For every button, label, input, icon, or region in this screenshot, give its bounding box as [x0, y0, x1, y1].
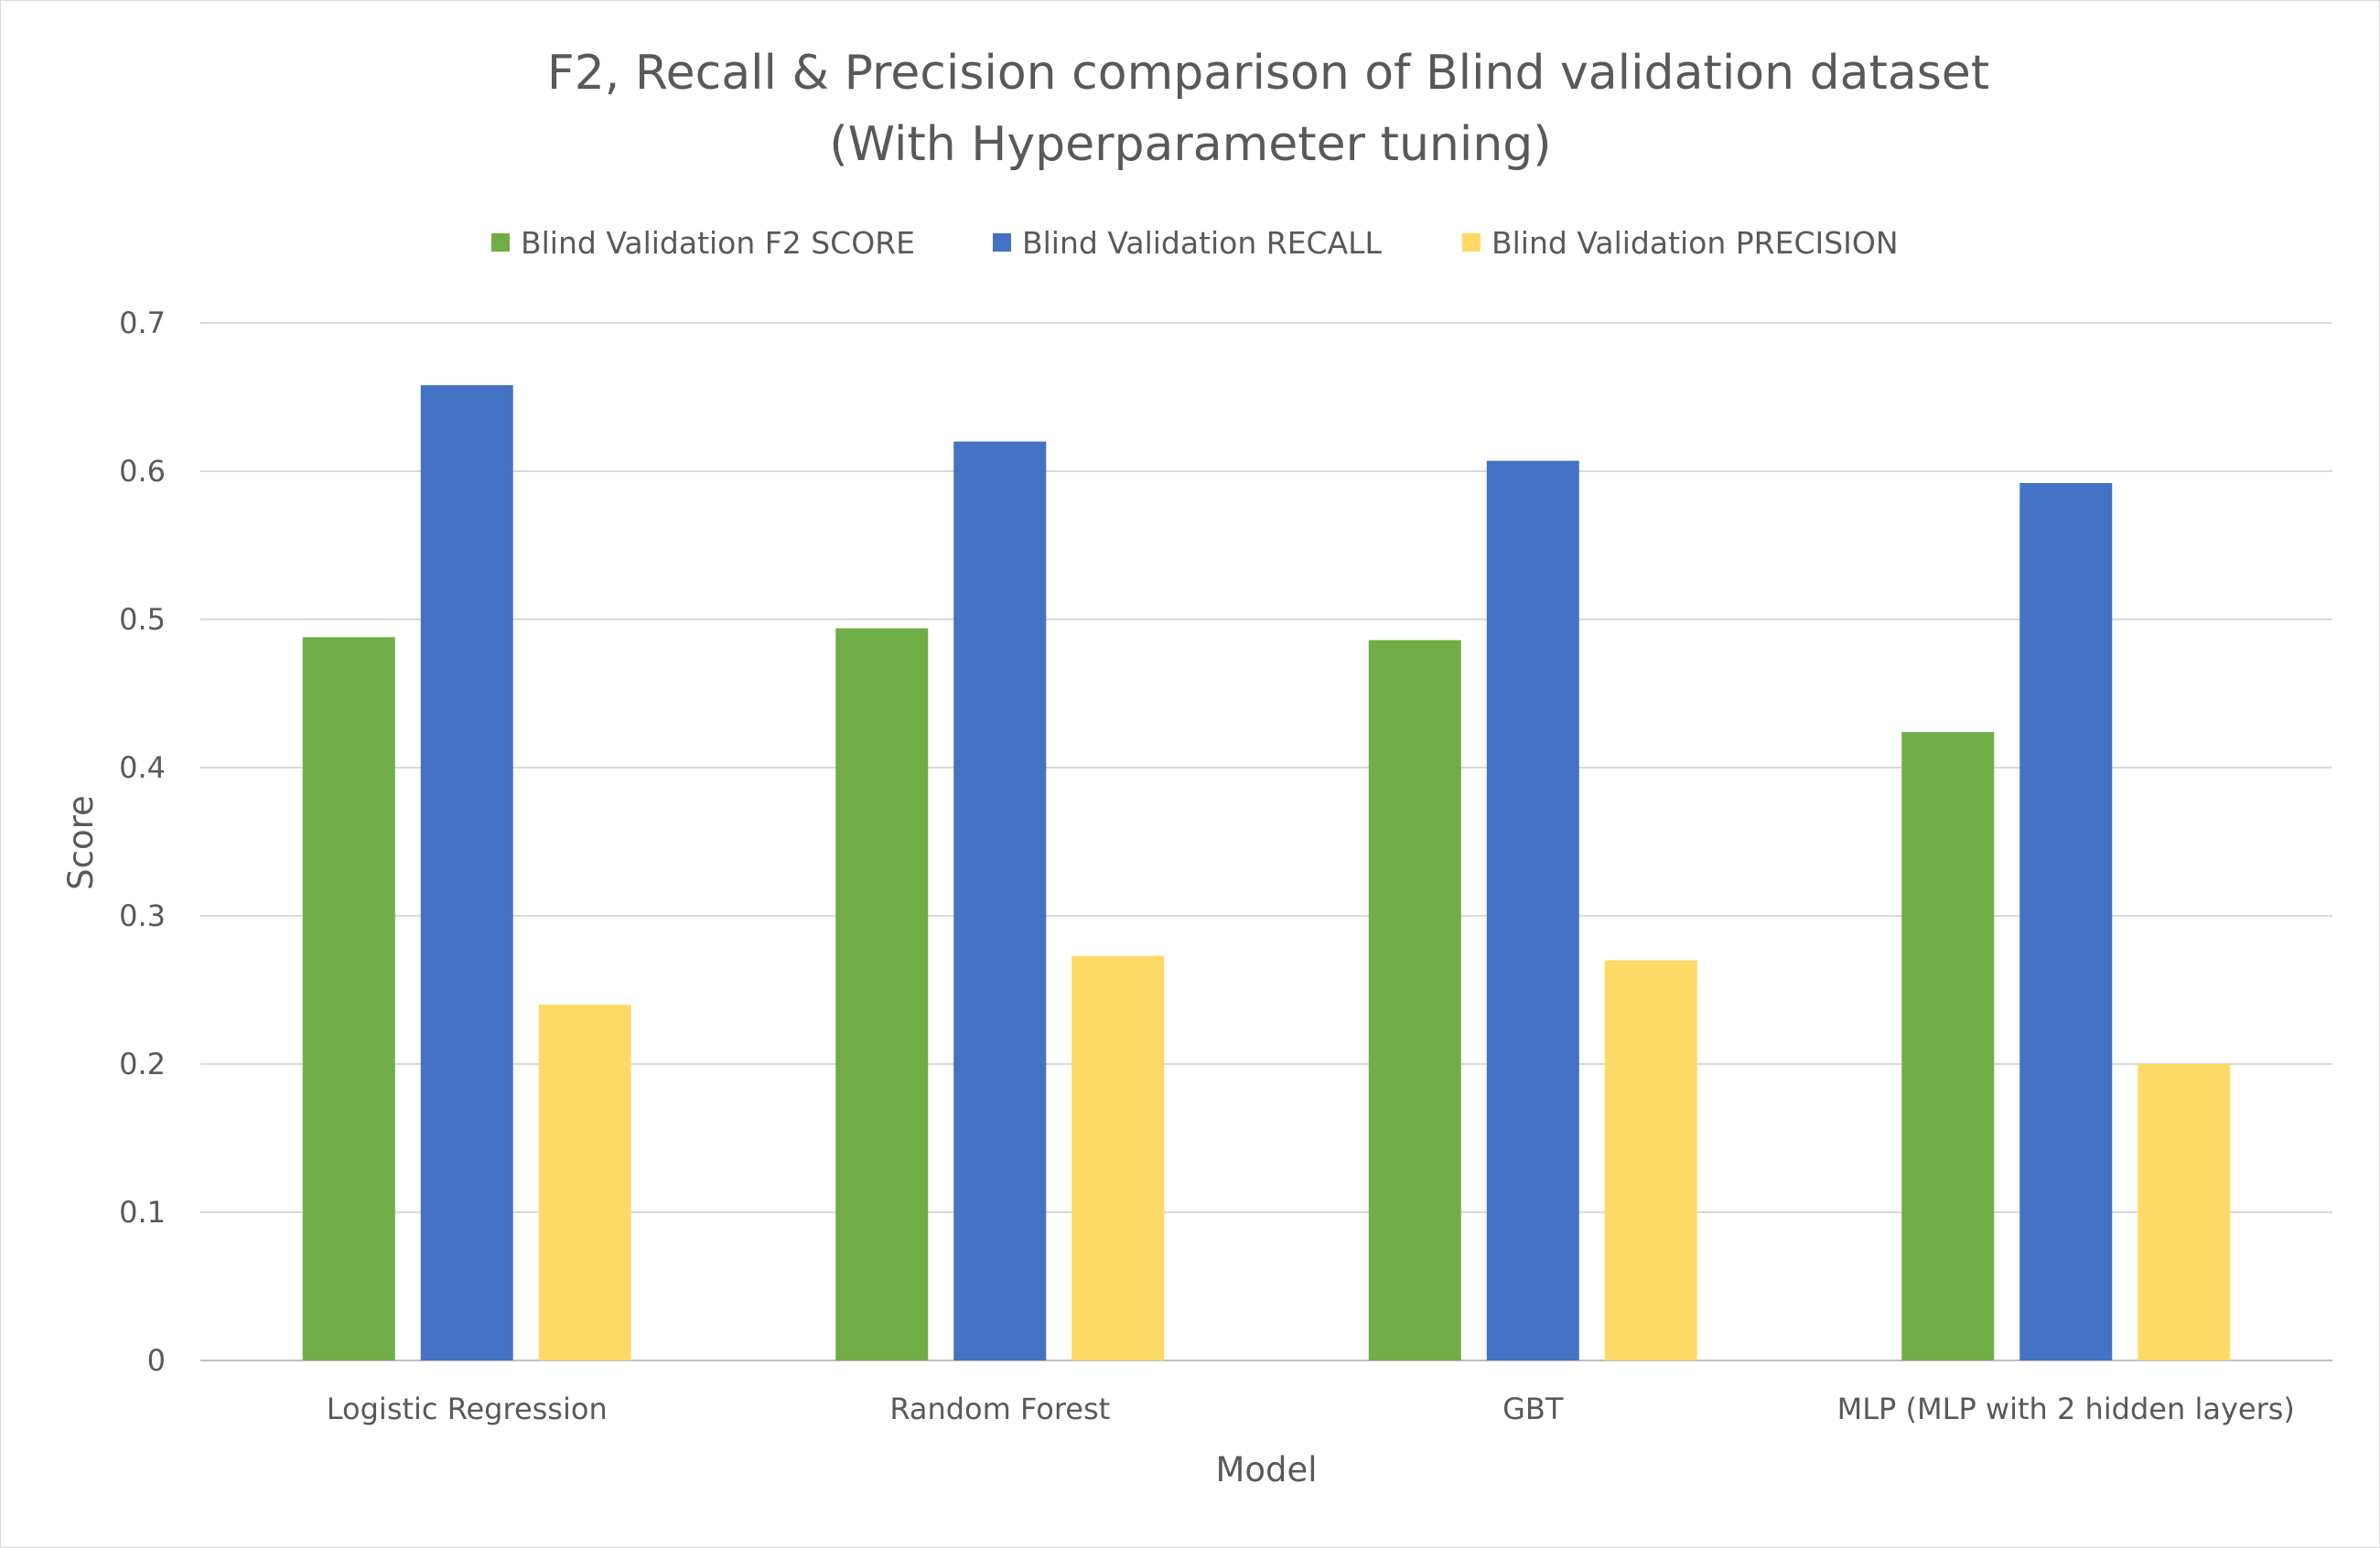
x-tick-label: GBT — [1502, 1392, 1564, 1426]
legend-label: Blind Validation PRECISION — [1492, 225, 1899, 261]
y-axis-title: Score — [61, 795, 101, 890]
y-tick-label: 0.2 — [119, 1047, 166, 1081]
bar — [420, 385, 513, 1360]
bar — [2019, 482, 2113, 1360]
x-tick-label: MLP (MLP with 2 hidden layers) — [1837, 1392, 2295, 1426]
bar — [835, 628, 929, 1360]
x-axis-ticks: Logistic Regression Random Forest GBT MLP (… — [327, 1392, 2295, 1426]
x-tick-label: Logistic Regression — [327, 1392, 608, 1426]
bar — [1072, 955, 1165, 1360]
bars — [302, 385, 2231, 1361]
chart-title: F2, Recall & Precision comparison of Bli… — [547, 46, 1989, 172]
x-axis-title: Model — [1215, 1450, 1317, 1489]
legend-label: Blind Validation F2 SCORE — [521, 225, 915, 261]
x-tick-label: Random Forest — [889, 1392, 1110, 1426]
bar — [1486, 460, 1579, 1360]
y-tick-label: 0 — [147, 1343, 166, 1378]
legend-label: Blind Validation RECALL — [1022, 225, 1383, 261]
y-tick-label: 0.5 — [119, 602, 166, 637]
bar — [538, 1005, 631, 1360]
y-tick-label: 0.3 — [119, 898, 166, 933]
y-tick-label: 0.6 — [119, 454, 166, 489]
y-tick-label: 0.7 — [119, 306, 166, 340]
gridlines — [200, 322, 2332, 1361]
y-axis-ticks: 0 0.1 0.2 0.3 0.4 0.5 0.6 0.7 — [119, 306, 166, 1378]
y-tick-label: 0.4 — [119, 750, 166, 785]
bar — [2138, 1064, 2231, 1360]
bar — [1604, 960, 1697, 1360]
bar — [1901, 732, 1995, 1360]
bar — [302, 637, 395, 1360]
legend-swatch — [993, 233, 1011, 252]
legend-swatch — [491, 233, 510, 252]
bar — [1368, 640, 1461, 1360]
legend: Blind Validation F2 SCORE Blind Validatio… — [491, 225, 1899, 261]
legend-swatch — [1462, 233, 1481, 252]
bar — [953, 441, 1047, 1361]
chart-title-line-1: F2, Recall & Precision comparison of Bli… — [547, 46, 1989, 101]
chart-title-line-2: (With Hyperparameter tuning) — [829, 117, 1551, 172]
y-tick-label: 0.1 — [119, 1195, 166, 1230]
